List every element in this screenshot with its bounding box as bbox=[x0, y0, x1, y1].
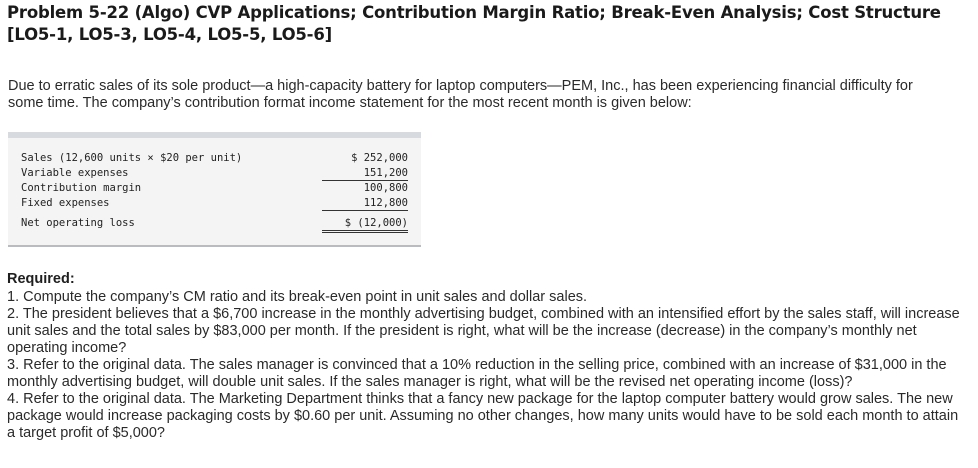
statement-label: Net operating loss bbox=[21, 217, 135, 229]
statement-amount: 151,200 bbox=[322, 166, 408, 181]
statement-label: Variable expenses bbox=[21, 167, 129, 179]
statement-row-contribution-margin: Contribution margin 100,800 bbox=[8, 181, 421, 195]
statement-label: Contribution margin bbox=[21, 182, 142, 194]
statement-label: Sales (12,600 units × $20 per unit) bbox=[21, 152, 243, 164]
statement-row-sales: Sales (12,600 units × $20 per unit) $ 25… bbox=[8, 151, 421, 165]
statement-amount: $ (12,000) bbox=[322, 216, 408, 233]
problem-title: Problem 5-22 (Algo) CVP Applications; Co… bbox=[7, 3, 941, 44]
statement-label: Fixed expenses bbox=[21, 197, 110, 209]
statement-amount: 112,800 bbox=[322, 196, 408, 211]
required-item: 3. Refer to the original data. The sales… bbox=[7, 357, 947, 390]
required-item: 2. The president believes that a $6,700 … bbox=[7, 306, 960, 356]
statement-amount: 100,800 bbox=[363, 182, 408, 194]
required-list: 1. Compute the company’s CM ratio and it… bbox=[7, 289, 962, 442]
income-statement-table: Sales (12,600 units × $20 per unit) $ 25… bbox=[8, 132, 421, 247]
statement-row-fixed-expenses: Fixed expenses 112,800 bbox=[8, 196, 421, 211]
required-item: 1. Compute the company’s CM ratio and it… bbox=[7, 289, 588, 305]
statement-row-net-operating-loss: Net operating loss $ (12,000) bbox=[8, 216, 421, 233]
statement-amount: $ 252,000 bbox=[351, 152, 408, 164]
required-heading: Required: bbox=[7, 271, 75, 287]
required-item: 4. Refer to the original data. The Marke… bbox=[7, 391, 959, 441]
problem-intro: Due to erratic sales of its sole product… bbox=[8, 78, 913, 111]
statement-row-variable-expenses: Variable expenses 151,200 bbox=[8, 166, 421, 181]
